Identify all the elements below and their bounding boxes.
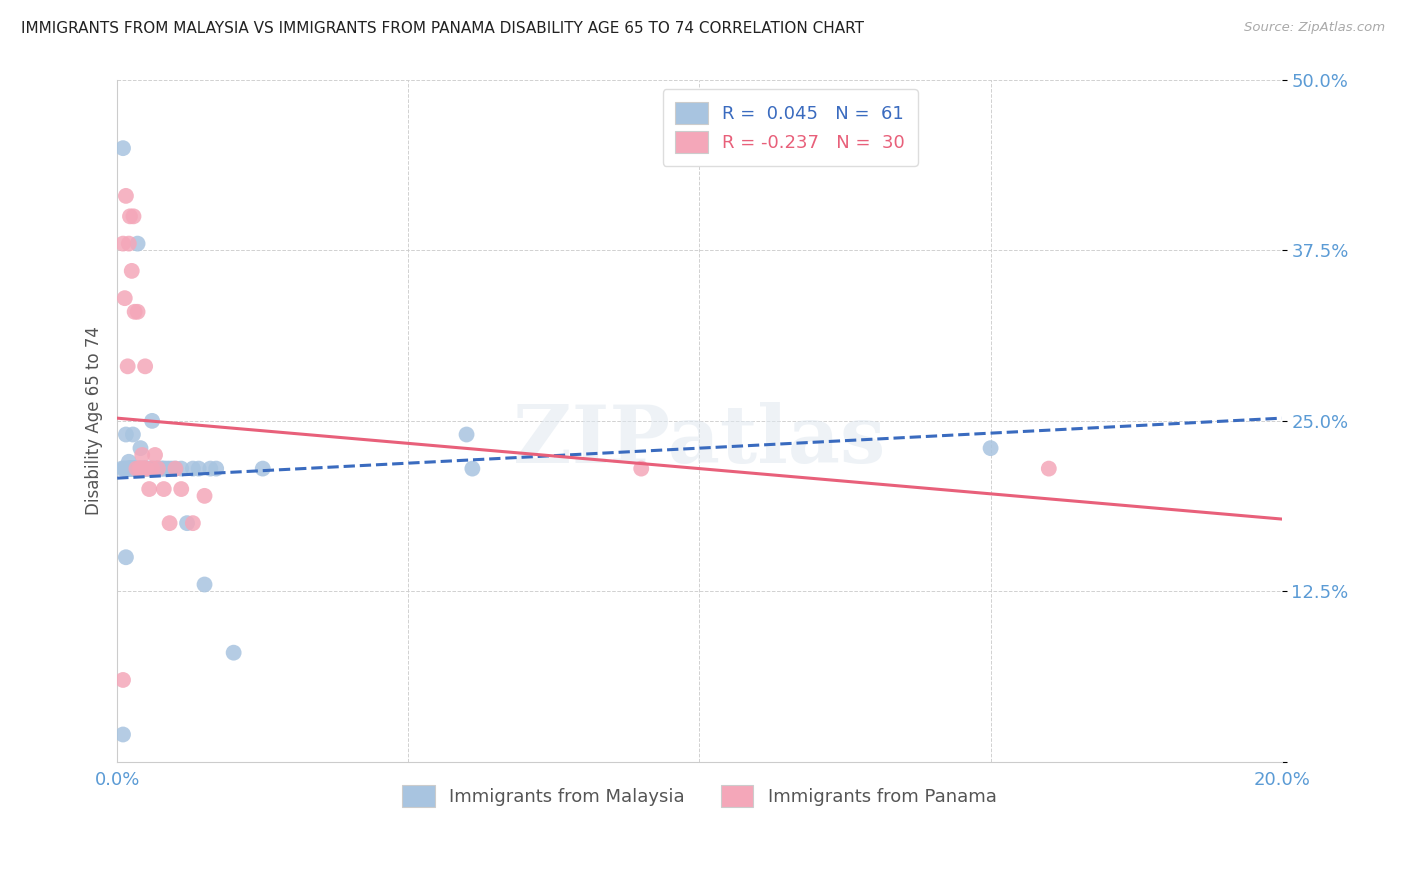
Point bbox=[980, 441, 1002, 455]
Point bbox=[170, 461, 193, 475]
Point bbox=[461, 461, 484, 475]
Point bbox=[131, 448, 153, 462]
Point bbox=[131, 461, 153, 475]
Point bbox=[125, 461, 148, 475]
Point bbox=[125, 461, 148, 475]
Point bbox=[176, 516, 198, 530]
Point bbox=[134, 461, 156, 475]
Point bbox=[146, 461, 169, 475]
Point bbox=[115, 461, 138, 475]
Point bbox=[165, 461, 187, 475]
Point bbox=[122, 427, 145, 442]
Point bbox=[630, 461, 652, 475]
Point bbox=[128, 461, 150, 475]
Point bbox=[165, 461, 187, 475]
Point bbox=[124, 461, 146, 475]
Point bbox=[115, 427, 138, 442]
Point bbox=[138, 482, 160, 496]
Point bbox=[121, 461, 143, 475]
Point bbox=[135, 461, 157, 475]
Point bbox=[138, 461, 160, 475]
Point bbox=[121, 461, 143, 475]
Point bbox=[118, 236, 141, 251]
Point bbox=[193, 577, 215, 591]
Point bbox=[128, 461, 150, 475]
Point bbox=[124, 305, 146, 319]
Point bbox=[149, 461, 172, 475]
Point bbox=[159, 516, 181, 530]
Legend: Immigrants from Malaysia, Immigrants from Panama: Immigrants from Malaysia, Immigrants fro… bbox=[395, 778, 1004, 814]
Point bbox=[193, 489, 215, 503]
Point bbox=[132, 461, 155, 475]
Point bbox=[111, 461, 134, 475]
Point bbox=[156, 461, 179, 475]
Point bbox=[124, 461, 146, 475]
Point bbox=[111, 727, 134, 741]
Point bbox=[122, 210, 145, 224]
Point bbox=[222, 646, 245, 660]
Point bbox=[127, 236, 149, 251]
Point bbox=[134, 359, 156, 374]
Point bbox=[118, 455, 141, 469]
Point bbox=[170, 482, 193, 496]
Point bbox=[152, 461, 174, 475]
Point bbox=[114, 461, 136, 475]
Point bbox=[456, 427, 478, 442]
Point bbox=[135, 461, 157, 475]
Point bbox=[111, 236, 134, 251]
Point bbox=[114, 291, 136, 305]
Point bbox=[132, 461, 155, 475]
Point bbox=[1038, 461, 1060, 475]
Point bbox=[159, 461, 181, 475]
Point bbox=[112, 461, 135, 475]
Point bbox=[122, 461, 145, 475]
Text: IMMIGRANTS FROM MALAYSIA VS IMMIGRANTS FROM PANAMA DISABILITY AGE 65 TO 74 CORRE: IMMIGRANTS FROM MALAYSIA VS IMMIGRANTS F… bbox=[21, 21, 865, 36]
Point bbox=[129, 441, 152, 455]
Point bbox=[139, 461, 162, 475]
Text: ZIPatlas: ZIPatlas bbox=[513, 402, 886, 480]
Text: Source: ZipAtlas.com: Source: ZipAtlas.com bbox=[1244, 21, 1385, 34]
Point bbox=[120, 461, 142, 475]
Point bbox=[181, 461, 204, 475]
Point bbox=[152, 461, 174, 475]
Point bbox=[132, 461, 155, 475]
Point bbox=[181, 516, 204, 530]
Point bbox=[117, 359, 139, 374]
Point bbox=[128, 461, 150, 475]
Point bbox=[142, 461, 165, 475]
Point bbox=[111, 673, 134, 687]
Point bbox=[118, 461, 141, 475]
Point bbox=[152, 482, 174, 496]
Point bbox=[118, 461, 141, 475]
Point bbox=[120, 461, 142, 475]
Point bbox=[127, 461, 149, 475]
Point bbox=[117, 461, 139, 475]
Point bbox=[127, 305, 149, 319]
Point bbox=[117, 461, 139, 475]
Point bbox=[200, 461, 222, 475]
Point bbox=[129, 461, 152, 475]
Point bbox=[141, 414, 163, 428]
Point bbox=[146, 461, 169, 475]
Point bbox=[143, 448, 166, 462]
Point bbox=[115, 189, 138, 203]
Point bbox=[146, 461, 169, 475]
Y-axis label: Disability Age 65 to 74: Disability Age 65 to 74 bbox=[86, 326, 103, 516]
Point bbox=[252, 461, 274, 475]
Point bbox=[129, 461, 152, 475]
Point bbox=[205, 461, 228, 475]
Point bbox=[118, 210, 141, 224]
Point bbox=[141, 461, 163, 475]
Point bbox=[162, 461, 184, 475]
Point bbox=[136, 461, 159, 475]
Point bbox=[121, 264, 143, 278]
Point bbox=[143, 461, 166, 475]
Point bbox=[115, 550, 138, 565]
Point bbox=[125, 461, 148, 475]
Point bbox=[111, 141, 134, 155]
Point bbox=[187, 461, 209, 475]
